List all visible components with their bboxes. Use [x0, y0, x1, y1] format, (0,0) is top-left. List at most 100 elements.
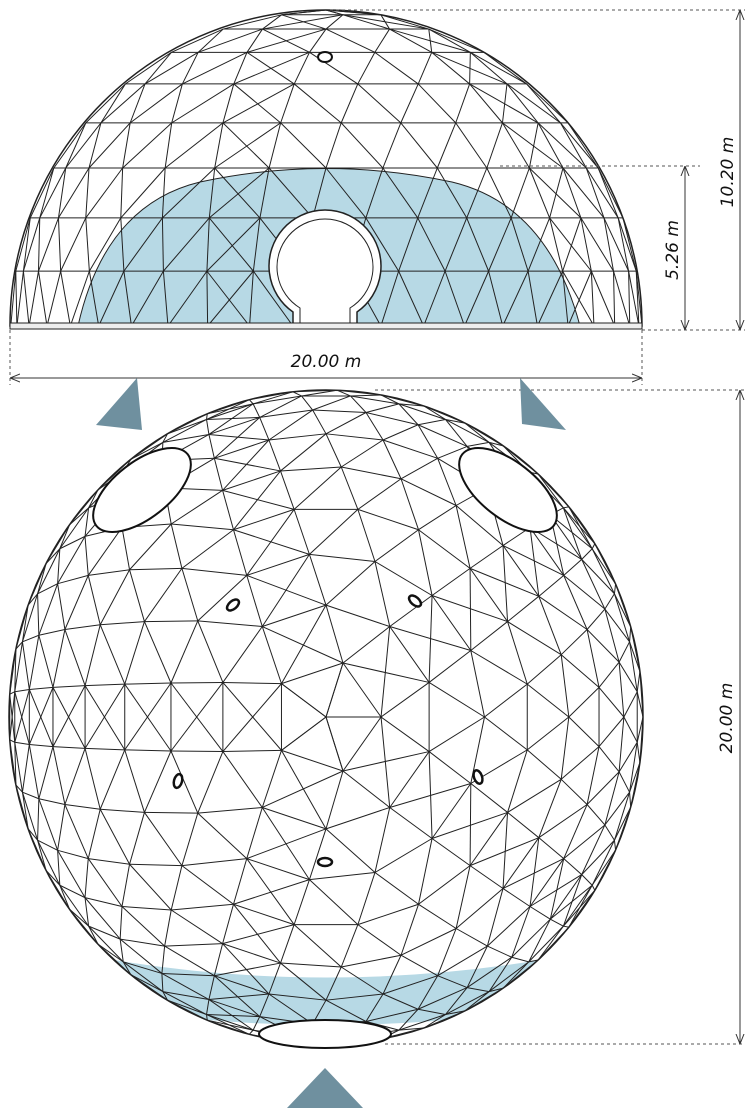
- strut: [161, 972, 215, 977]
- strut: [280, 466, 342, 472]
- strut: [586, 804, 606, 826]
- strut: [398, 403, 446, 420]
- strut: [129, 83, 146, 124]
- strut: [567, 270, 592, 326]
- strut: [613, 271, 616, 326]
- strut: [470, 783, 508, 813]
- strut: [613, 840, 617, 851]
- strut: [563, 824, 606, 859]
- strut: [382, 439, 402, 479]
- strut: [162, 991, 168, 1001]
- strut: [562, 884, 593, 927]
- strut: [14, 742, 23, 793]
- strut: [233, 83, 281, 124]
- strut: [233, 470, 281, 531]
- strut: [69, 908, 89, 927]
- strut: [510, 217, 529, 272]
- strut: [469, 83, 539, 124]
- strut: [417, 52, 433, 85]
- strut: [85, 683, 125, 687]
- strut: [280, 122, 327, 169]
- strut: [365, 412, 384, 441]
- dim-label: 5.26 m: [663, 220, 683, 280]
- strut: [455, 505, 471, 569]
- strut: [309, 879, 359, 925]
- strut: [618, 641, 631, 663]
- strut: [52, 746, 86, 749]
- strut: [585, 167, 619, 219]
- strut: [222, 83, 295, 124]
- strut: [14, 742, 17, 786]
- strut: [502, 122, 564, 169]
- strut: [164, 122, 173, 169]
- strut: [618, 661, 638, 692]
- strut: [144, 568, 183, 622]
- strut: [342, 662, 430, 683]
- strut: [467, 987, 490, 993]
- strut: [529, 167, 582, 219]
- strut: [100, 808, 145, 813]
- strut: [119, 938, 163, 974]
- strut: [85, 747, 125, 751]
- strut: [636, 671, 641, 692]
- strut: [293, 509, 310, 555]
- strut: [437, 458, 457, 506]
- strut: [281, 750, 327, 830]
- strut: [428, 716, 485, 752]
- strut: [560, 778, 588, 805]
- opening: [458, 447, 558, 533]
- strut: [57, 583, 66, 630]
- strut: [233, 508, 295, 531]
- strut: [57, 804, 66, 851]
- strut: [528, 925, 564, 963]
- strut: [144, 51, 199, 85]
- strut: [21, 744, 30, 793]
- strut: [389, 807, 433, 839]
- strut: [167, 419, 207, 435]
- strut: [281, 604, 327, 684]
- strut: [580, 217, 614, 272]
- strut: [59, 535, 86, 550]
- opening: [258, 1019, 392, 1049]
- strut: [325, 993, 384, 1001]
- strut: [69, 507, 89, 526]
- strut: [613, 270, 631, 326]
- strut: [562, 270, 595, 326]
- strut: [469, 568, 508, 622]
- strut: [308, 554, 327, 606]
- strut: [549, 858, 565, 920]
- strut: [214, 417, 261, 459]
- strut: [445, 987, 468, 1015]
- strut: [21, 605, 29, 642]
- strut: [214, 975, 261, 1017]
- strut: [350, 394, 382, 397]
- strut: [130, 974, 164, 993]
- strut: [560, 629, 588, 656]
- strut: [37, 840, 47, 871]
- strut: [325, 770, 344, 829]
- strut: [161, 167, 166, 218]
- strut: [325, 433, 384, 441]
- strut: [84, 624, 101, 686]
- strut: [568, 716, 600, 747]
- door-inner: [276, 218, 374, 326]
- strut: [197, 620, 263, 628]
- strut: [382, 993, 419, 1010]
- strut: [604, 824, 615, 841]
- strut: [488, 961, 530, 992]
- strut: [437, 945, 488, 977]
- strut: [309, 28, 327, 53]
- strut: [357, 924, 402, 956]
- strut: [16, 271, 24, 326]
- strut: [423, 405, 446, 420]
- strut: [206, 217, 261, 272]
- strut: [57, 536, 86, 584]
- strut: [374, 51, 419, 85]
- strut: [580, 217, 592, 272]
- strut: [197, 620, 224, 683]
- strut: [502, 545, 509, 622]
- strut: [14, 691, 30, 745]
- strut: [144, 620, 198, 623]
- strut: [208, 167, 216, 218]
- strut: [268, 439, 281, 472]
